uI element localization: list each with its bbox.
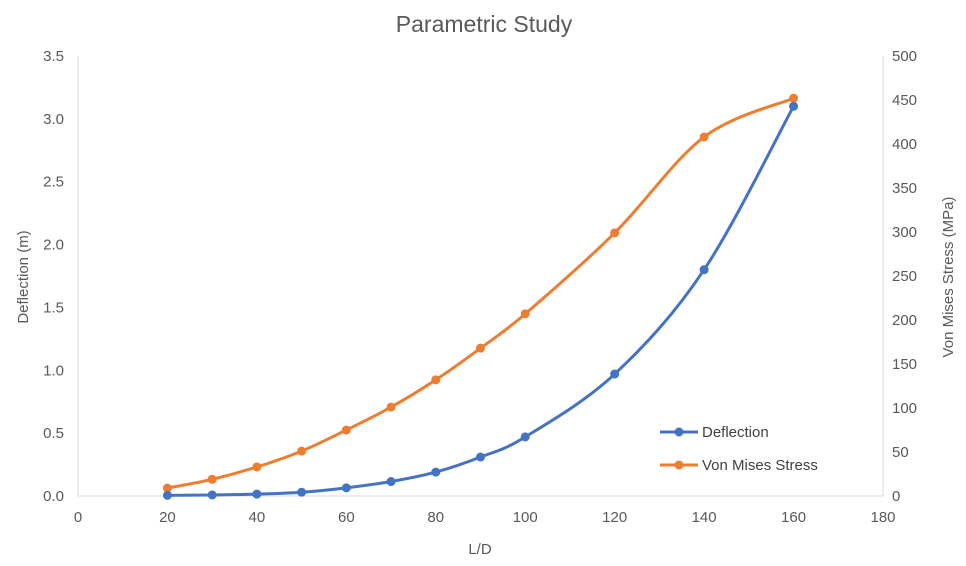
legend-swatch-marker	[674, 427, 684, 437]
data-point-deflection	[207, 490, 217, 500]
data-point-von-mises-stress	[476, 343, 485, 353]
y-tick-label: 1.0	[43, 362, 64, 379]
series-line-deflection	[165, 104, 796, 497]
data-point-deflection	[610, 369, 620, 379]
data-point-deflection	[386, 477, 396, 487]
chart-title: Parametric Study	[396, 11, 573, 37]
data-point-deflection	[252, 489, 262, 499]
y-tick-label: 0.0	[43, 488, 64, 505]
data-point-deflection	[789, 101, 799, 111]
y2-tick-label: 0	[892, 488, 900, 505]
x-tick-label: 120	[602, 509, 627, 526]
y2-tick-label: 250	[892, 268, 917, 285]
data-point-von-mises-stress	[520, 309, 530, 319]
data-point-von-mises-stress	[699, 132, 709, 142]
y-tick-label: 0.5	[43, 425, 64, 442]
x-tick-label: 0	[74, 509, 82, 526]
y2-tick-label: 300	[892, 224, 917, 241]
x-tick-label: 60	[338, 509, 355, 526]
y-tick-label: 1.5	[43, 299, 64, 316]
x-tick-label: 80	[427, 509, 444, 526]
x-tick-label: 100	[513, 509, 538, 526]
y-axis-title: Deflection (m)	[15, 230, 32, 323]
series-layer	[162, 93, 799, 500]
data-point-deflection	[162, 490, 172, 500]
y2-tick-label: 100	[892, 400, 917, 417]
data-point-deflection	[341, 483, 351, 493]
legend: Deflection Von Mises Stress	[660, 424, 818, 474]
y2-tick-label: 150	[892, 356, 917, 373]
data-point-von-mises-stress	[207, 474, 217, 484]
series-von-mises-stress	[162, 93, 799, 493]
ticks-layer: 0 20 40 60 80 100 120 140 160 180 0.0 0.5 1.0 1.5 2.0 2…	[43, 48, 917, 526]
data-point-von-mises-stress	[789, 93, 799, 103]
y2-tick-label: 400	[892, 136, 917, 153]
y2-tick-label: 50	[892, 444, 909, 461]
y-tick-label: 2.5	[43, 174, 64, 191]
data-point-von-mises-stress	[386, 402, 396, 412]
data-point-von-mises-stress	[431, 375, 441, 385]
data-point-von-mises-stress	[610, 228, 620, 238]
y2-tick-label: 200	[892, 312, 917, 329]
x-tick-label: 180	[870, 509, 895, 526]
data-point-von-mises-stress	[252, 462, 262, 472]
x-tick-label: 40	[249, 509, 266, 526]
data-point-von-mises-stress	[341, 425, 351, 435]
x-tick-label: 140	[692, 509, 717, 526]
y-tick-label: 3.0	[43, 111, 64, 128]
y2-tick-label: 350	[892, 180, 917, 197]
data-point-deflection	[476, 452, 485, 462]
data-point-von-mises-stress	[162, 483, 172, 493]
series-line-von-mises-stress	[165, 96, 796, 490]
x-axis-title: L/D	[468, 541, 492, 558]
data-point-deflection	[699, 265, 709, 275]
data-point-deflection	[431, 467, 441, 477]
data-point-deflection	[297, 487, 307, 497]
legend-label: Deflection	[702, 424, 769, 441]
y2-tick-label: 450	[892, 92, 917, 109]
series-deflection	[162, 101, 799, 500]
legend-swatch-marker	[674, 460, 684, 470]
legend-item-von-mises-stress: Von Mises Stress	[660, 457, 818, 474]
legend-item-deflection: Deflection	[660, 424, 769, 441]
y2-tick-label: 500	[892, 48, 917, 65]
y2-axis-title: Von Mises Stress (MPa)	[940, 197, 957, 358]
y-tick-label: 2.0	[43, 237, 64, 254]
x-tick-label: 160	[781, 509, 806, 526]
data-point-deflection	[520, 432, 530, 442]
y-tick-label: 3.5	[43, 48, 64, 65]
legend-label: Von Mises Stress	[702, 457, 818, 474]
data-point-von-mises-stress	[297, 446, 307, 456]
x-tick-label: 20	[159, 509, 176, 526]
